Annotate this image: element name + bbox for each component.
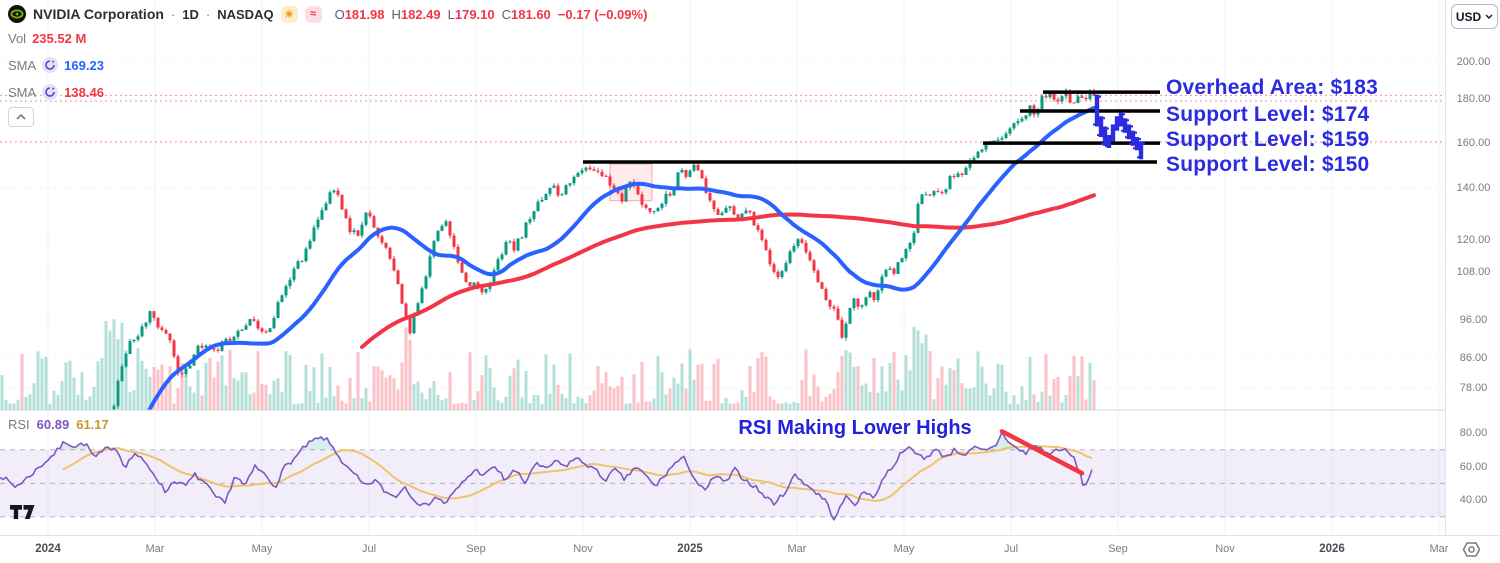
price-axis-label: 96.00 <box>1459 314 1488 326</box>
close-value: 181.60 <box>511 6 551 22</box>
symbol-legend[interactable]: NVIDIA Corporation · 1D · NASDAQ ☀ ≈ O18… <box>8 5 647 23</box>
price-axis-label: 108.00 <box>1456 266 1491 278</box>
time-axis-label: Jul <box>1003 543 1019 555</box>
price-axis-label: 120.00 <box>1456 234 1491 246</box>
chevron-up-icon <box>16 114 26 120</box>
time-axis-label: 2025 <box>677 543 703 555</box>
currency-dropdown[interactable]: USD <box>1451 4 1498 29</box>
high-value: 182.49 <box>400 6 441 22</box>
sma-fast-label: SMA <box>8 57 37 73</box>
waves-icon: ≈ <box>304 5 322 23</box>
time-axis-label: Mar <box>787 543 807 555</box>
price-axis-label: 78.00 <box>1459 382 1488 394</box>
time-axis-label: 2026 <box>1319 543 1345 555</box>
time-axis[interactable]: 2024 Mar May Jul Sep Nov 2025 Mar May Jul Sep Nov 20… <box>0 535 1500 563</box>
pane-collapse-button[interactable] <box>8 107 34 127</box>
close-label: C <box>501 6 512 22</box>
sma-fast-legend[interactable]: SMA 169.23 <box>8 57 104 73</box>
rsi-ma-value: 61.17 <box>76 417 109 432</box>
price-axis-label: 60.00 <box>1459 461 1488 473</box>
rsi-value: 60.89 <box>36 417 70 432</box>
open-label: O <box>334 6 345 22</box>
time-axis-label: 2024 <box>35 543 61 555</box>
price-axis-label: 140.00 <box>1456 182 1491 194</box>
level-annotation-text[interactable]: Support Level: $150 <box>1166 153 1370 176</box>
open-value: 181.98 <box>344 6 385 22</box>
timeframe-label[interactable]: 1D <box>182 6 199 22</box>
chevron-down-icon <box>1485 14 1493 19</box>
change-value: −0.17 (−0.09%) <box>557 6 648 22</box>
volume-label: Vol <box>8 31 27 46</box>
time-axis-label: Sep <box>466 543 486 555</box>
price-axis-label: 40.00 <box>1459 494 1488 506</box>
level-annotation-text[interactable]: Overhead Area: $183 <box>1166 76 1378 99</box>
volume-value: 235.52 M <box>32 31 87 46</box>
price-axis-label: 86.00 <box>1459 352 1488 364</box>
time-axis-label: Mar <box>1429 543 1449 555</box>
symbol-name[interactable]: NVIDIA Corporation <box>33 6 164 22</box>
separator-dot: · <box>170 6 176 22</box>
rsi-annotation-text[interactable]: RSI Making Lower Highs <box>738 417 972 439</box>
sma-fast-value: 169.23 <box>64 57 104 73</box>
time-axis-label: Nov <box>1215 543 1235 555</box>
high-label: H <box>391 6 401 22</box>
price-axis-label: 200.00 <box>1456 56 1491 68</box>
price-axis-label: 160.00 <box>1456 137 1491 149</box>
rsi-legend[interactable]: RSI 60.89 61.17 <box>8 417 109 432</box>
ohlc-readout: O181.98 H182.49 L179.10 C181.60 −0.17 (−… <box>335 7 648 22</box>
axis-settings-icon[interactable] <box>1462 541 1481 558</box>
price-axis[interactable]: USD 200.00 180.00 160.00 140.00 120.00 108.00… <box>1445 0 1500 535</box>
chart-canvas[interactable] <box>0 0 1445 535</box>
time-axis-label: Nov <box>573 543 593 555</box>
nvidia-logo-icon <box>8 5 26 23</box>
low-label: L <box>447 6 455 22</box>
currency-label: USD <box>1455 9 1482 24</box>
refresh-icon[interactable] <box>42 57 59 73</box>
time-axis-label: May <box>251 543 273 555</box>
low-value: 179.10 <box>454 6 495 22</box>
refresh-icon[interactable] <box>42 84 59 100</box>
sun-icon: ☀ <box>280 5 298 23</box>
separator-dot: · <box>205 6 211 22</box>
price-axis-label: 80.00 <box>1459 427 1488 439</box>
tradingview-logo[interactable] <box>10 505 36 520</box>
level-annotation-text[interactable]: Support Level: $159 <box>1166 128 1370 151</box>
volume-legend[interactable]: Vol 235.52 M <box>8 31 86 46</box>
level-annotation-text[interactable]: Support Level: $174 <box>1166 103 1370 126</box>
time-axis-label: May <box>893 543 915 555</box>
time-axis-label: Mar <box>145 543 165 555</box>
rsi-label: RSI <box>8 417 30 432</box>
exchange-label[interactable]: NASDAQ <box>217 6 274 22</box>
time-axis-label: Jul <box>361 543 377 555</box>
time-axis-label: Sep <box>1108 543 1128 555</box>
price-axis-label: 180.00 <box>1456 93 1491 105</box>
sma-slow-legend[interactable]: SMA 138.46 <box>8 84 104 100</box>
sma-slow-value: 138.46 <box>64 84 104 100</box>
sma-slow-label: SMA <box>8 84 37 100</box>
